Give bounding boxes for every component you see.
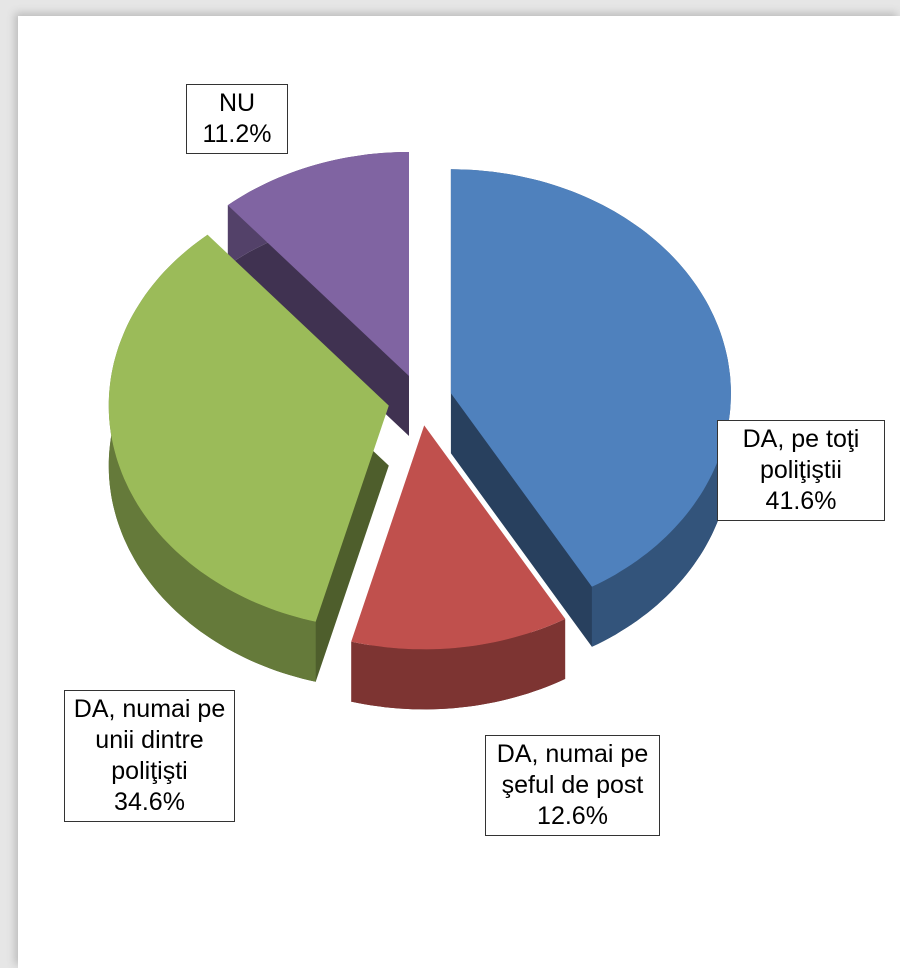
slice-label: DA, numai pe şeful de post 12.6% [485,735,660,836]
slice-side [351,618,566,710]
slice-label: DA, pe toţi poliţiştii 41.6% [717,420,885,521]
label-category: DA, pe toţi poliţiştii [742,425,860,484]
slice [450,169,731,587]
slice-side [108,234,316,682]
label-value: 41.6% [765,487,837,515]
slice-label: DA, numai pe unii dintre poliţişti 34.6% [64,690,235,822]
label-category: DA, numai pe şeful de post [496,740,649,799]
label-value: 12.6% [537,802,608,830]
slice [227,152,409,376]
slice [351,425,566,650]
slice-label: NU 11.2% [186,84,288,154]
label-value: 34.6% [114,788,185,816]
slice [108,234,389,622]
label-category: DA, numai pe unii dintre poliţişti [73,695,226,785]
label-category: NU [218,89,256,117]
label-value: 11.2% [202,120,272,148]
